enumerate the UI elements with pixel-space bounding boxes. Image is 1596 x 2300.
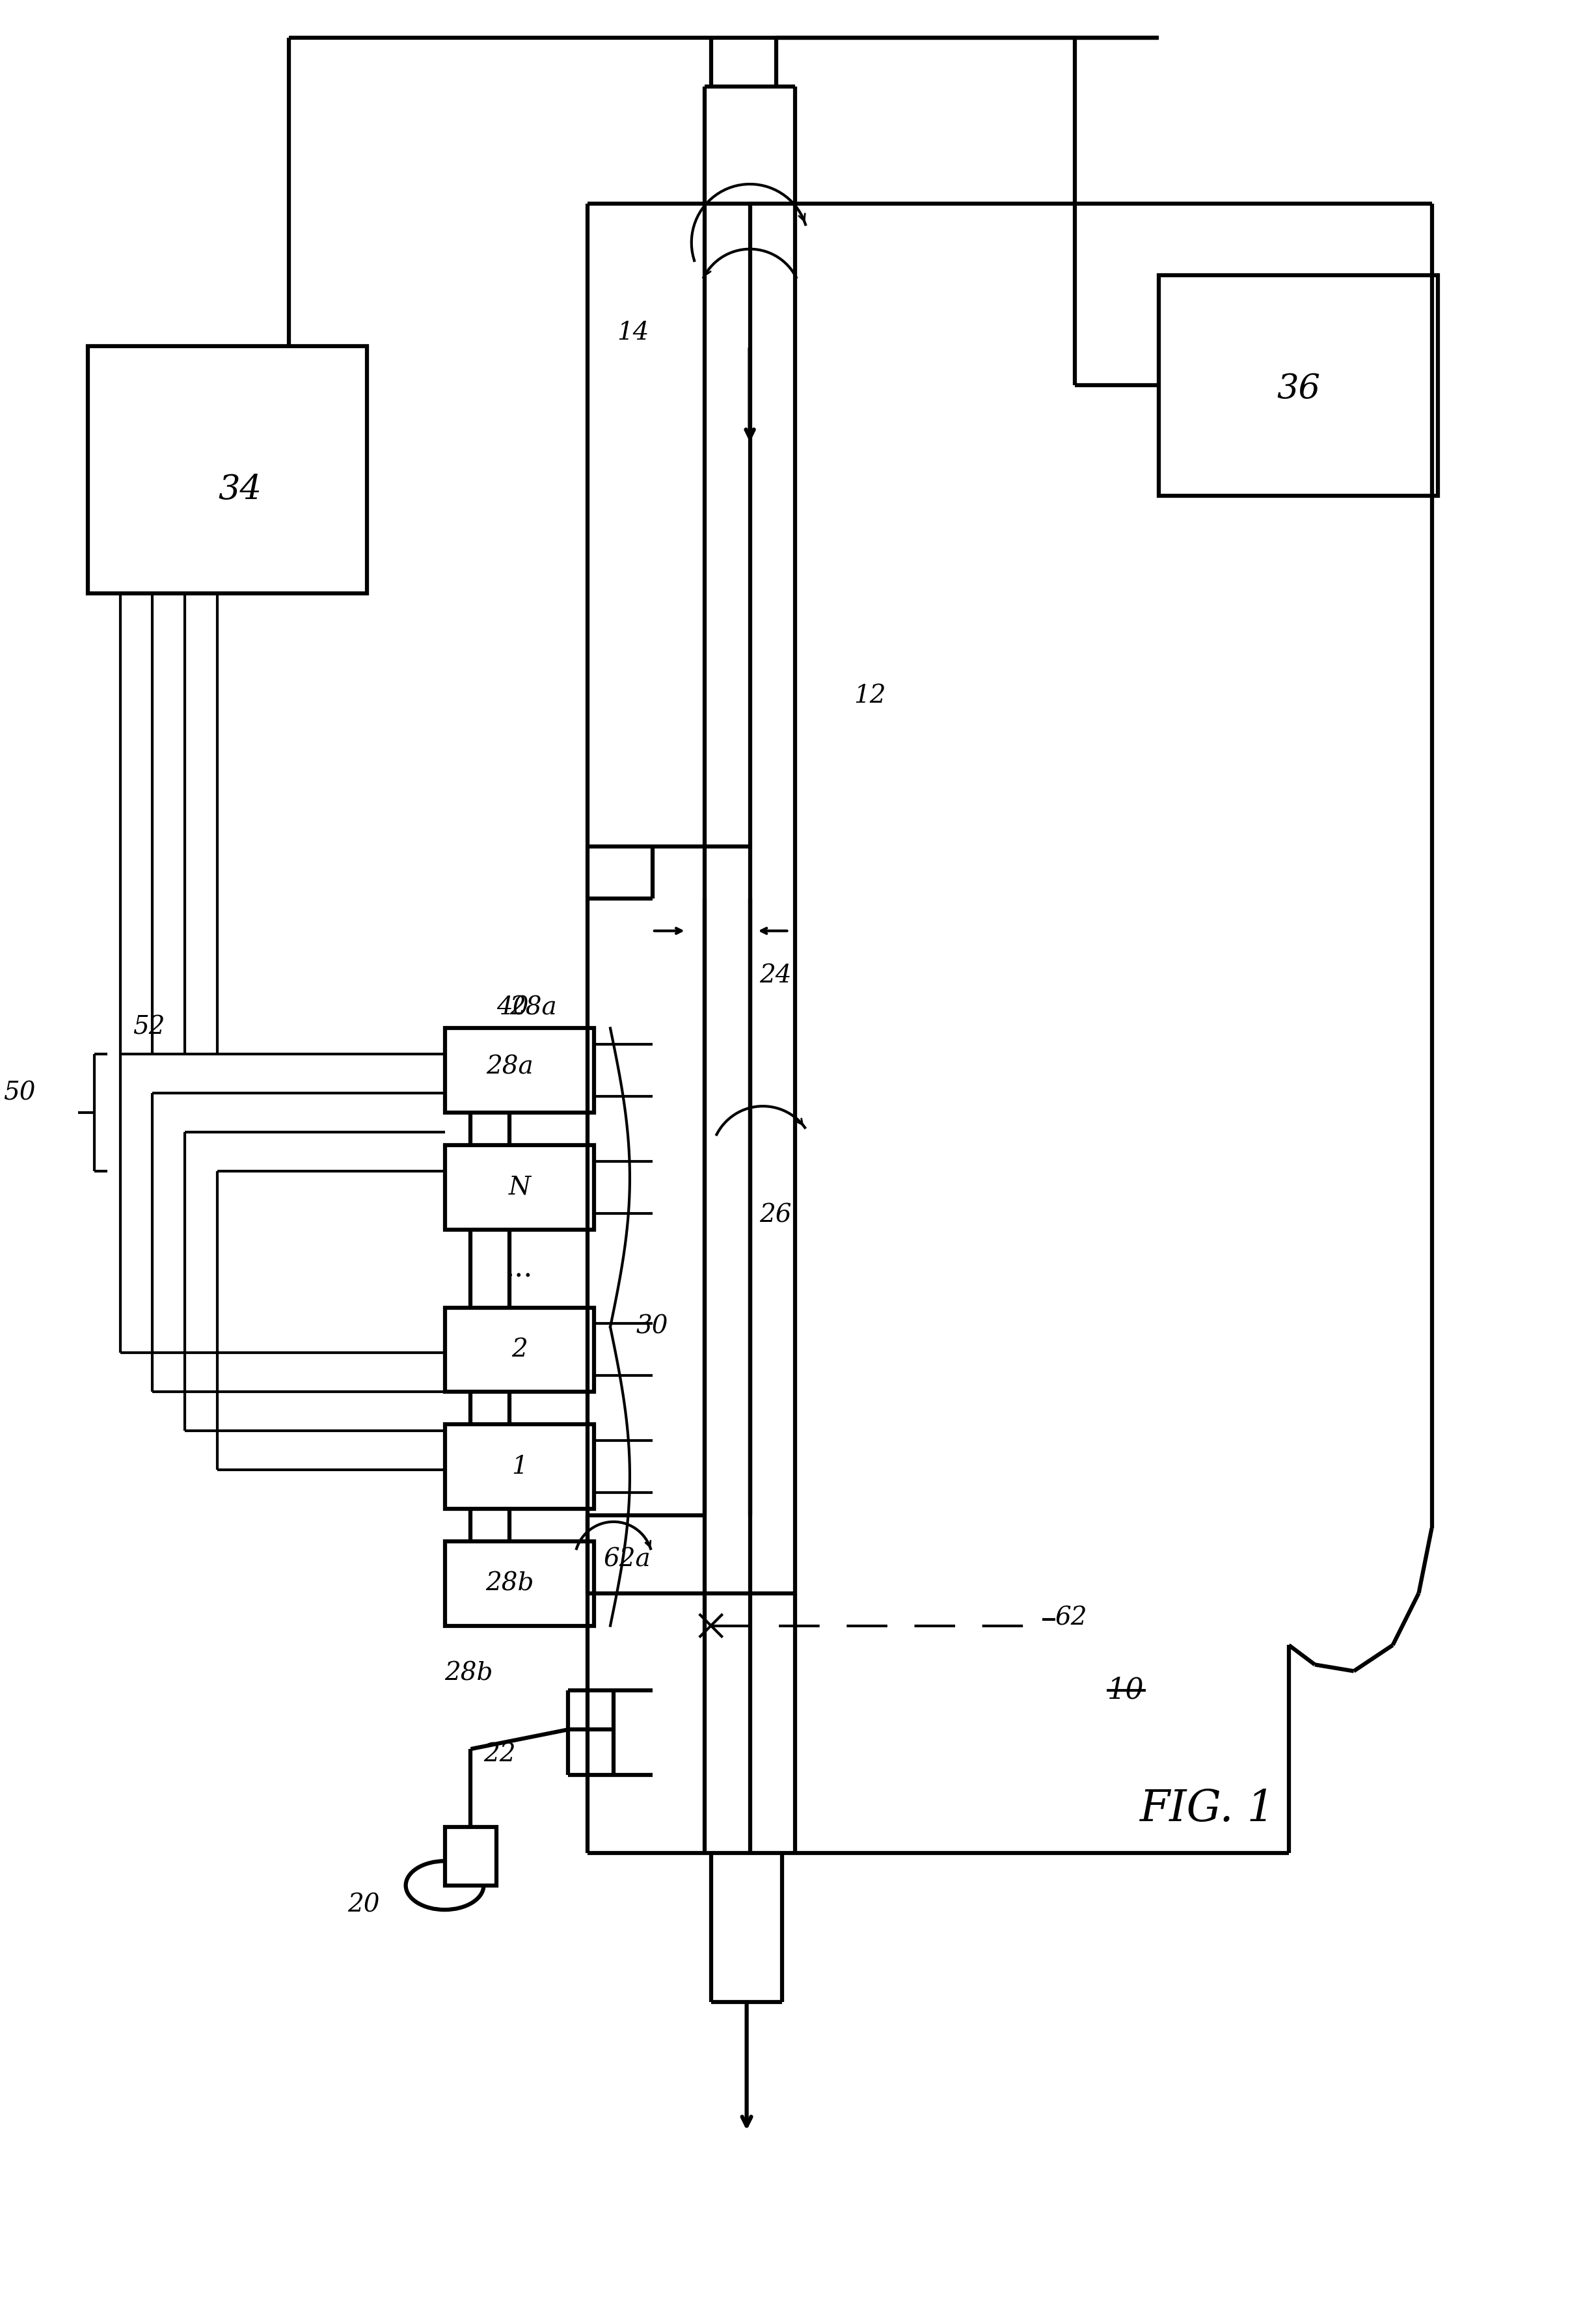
- Text: 10: 10: [1108, 1677, 1144, 1704]
- Bar: [445, 1145, 594, 1231]
- Bar: [445, 1306, 594, 1392]
- Bar: [1159, 276, 1438, 497]
- Text: 28b: 28b: [445, 1661, 493, 1686]
- Text: 2: 2: [511, 1339, 527, 1362]
- Text: 52: 52: [132, 1014, 166, 1040]
- Text: 36: 36: [1277, 373, 1320, 405]
- Text: 12: 12: [854, 683, 886, 708]
- Bar: [445, 1424, 594, 1509]
- Text: ...: ...: [506, 1254, 533, 1283]
- Bar: [445, 1028, 594, 1113]
- Text: N: N: [509, 1175, 530, 1198]
- Text: 22: 22: [484, 1743, 516, 1766]
- Text: 40: 40: [496, 996, 528, 1019]
- Text: 1: 1: [511, 1454, 527, 1479]
- Text: 14: 14: [618, 320, 650, 345]
- Bar: [445, 1541, 594, 1626]
- Text: 28b: 28b: [485, 1571, 533, 1596]
- Text: 26: 26: [760, 1203, 792, 1228]
- Text: 62: 62: [1055, 1605, 1087, 1631]
- Bar: [445, 1826, 496, 1886]
- Text: 28a: 28a: [509, 996, 557, 1019]
- Ellipse shape: [405, 1861, 484, 1909]
- Text: 28a: 28a: [487, 1056, 533, 1079]
- Text: 30: 30: [637, 1316, 669, 1339]
- Text: 50: 50: [3, 1081, 35, 1106]
- Text: 34: 34: [219, 474, 262, 506]
- Text: 24: 24: [760, 964, 792, 987]
- Text: 62a: 62a: [603, 1548, 651, 1571]
- Bar: [88, 347, 367, 593]
- Text: FIG. 1: FIG. 1: [1140, 1787, 1275, 1831]
- Text: 20: 20: [348, 1893, 380, 1916]
